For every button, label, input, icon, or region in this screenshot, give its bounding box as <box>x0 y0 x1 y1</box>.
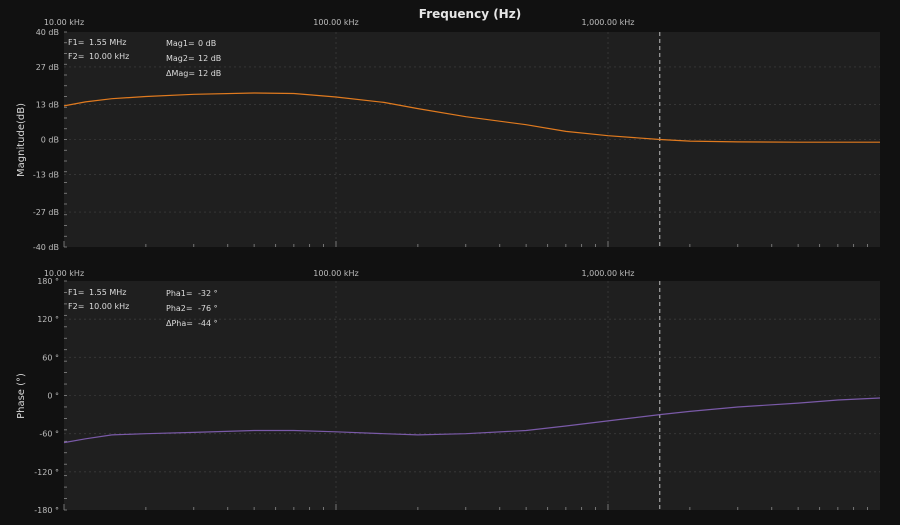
magnitude-axis-label: Magnitude(dB) <box>16 103 27 177</box>
pha-f1-value: 1.55 MHz <box>89 288 126 297</box>
y-tick-label: 40 dB <box>36 28 59 37</box>
x-tick-label: 100.00 kHz <box>313 18 358 27</box>
mag-f1-label: F1= <box>68 38 84 47</box>
y-tick-label: -13 dB <box>33 170 59 179</box>
y-tick-label: 120 ° <box>37 315 59 324</box>
magnitude-y-ticks: 40 dB 27 dB 13 dB 0 dB -13 dB -27 dB -40 dB <box>33 28 59 252</box>
y-tick-label: 0 ° <box>47 392 59 401</box>
phase-series <box>63 397 881 444</box>
y-tick-label: -60 ° <box>39 430 59 439</box>
phase-plot-area[interactable] <box>64 281 880 510</box>
mag-f2-label: F2= <box>68 52 84 61</box>
delta-pha-label: ΔPha= <box>166 319 193 328</box>
phase-y-ticks: 180 ° 120 ° 60 ° 0 ° -60 ° -120 ° -180 ° <box>34 277 59 515</box>
y-tick-label: -120 ° <box>34 468 59 477</box>
series-line <box>63 92 880 143</box>
mag2-value: 12 dB <box>198 54 221 63</box>
y-tick-label: 27 dB <box>36 63 59 72</box>
phase-x-ticks: 10.00 kHz 100.00 kHz 1,000.00 kHz <box>44 269 635 278</box>
mag-f1-value: 1.55 MHz <box>89 38 126 47</box>
series-line <box>63 397 881 444</box>
y-tick-label: 13 dB <box>36 101 59 110</box>
pha2-label: Pha2= <box>166 304 193 313</box>
y-tick-label: -40 dB <box>33 243 59 252</box>
x-tick-label: 1,000.00 kHz <box>581 18 634 27</box>
pha2-value: -76 ° <box>198 304 218 313</box>
mag1-label: Mag1= <box>166 39 195 48</box>
pha-f2-label: F2= <box>68 302 84 311</box>
pha-f1-label: F1= <box>68 288 84 297</box>
chart-title: Frequency (Hz) <box>419 7 521 21</box>
phase-panel[interactable]: 180 ° 120 ° 60 ° 0 ° -60 ° -120 ° -180 ° 10.00… <box>16 269 881 515</box>
phase-grid <box>63 280 880 511</box>
pha-f2-value: 10.00 kHz <box>89 302 129 311</box>
magnitude-series <box>63 92 880 143</box>
delta-pha-value: -44 ° <box>198 319 218 328</box>
pha1-label: Pha1= <box>166 289 193 298</box>
magnitude-x-ticks: 10.00 kHz 100.00 kHz 1,000.00 kHz <box>44 18 635 27</box>
mag-f2-value: 10.00 kHz <box>89 52 129 61</box>
magnitude-grid <box>63 31 880 248</box>
y-tick-label: -27 dB <box>33 208 59 217</box>
y-tick-label: 0 dB <box>41 136 59 145</box>
mag1-value: 0 dB <box>198 39 216 48</box>
y-tick-label: 180 ° <box>37 277 59 286</box>
magnitude-panel[interactable]: 40 dB 27 dB 13 dB 0 dB -13 dB -27 dB -40 dB 10… <box>16 18 880 252</box>
x-tick-label: 100.00 kHz <box>313 269 358 278</box>
delta-mag-value: 12 dB <box>198 69 221 78</box>
x-tick-label: 1,000.00 kHz <box>581 269 634 278</box>
magnitude-plot-area[interactable] <box>64 32 880 247</box>
pha1-value: -32 ° <box>198 289 218 298</box>
mag2-label: Mag2= <box>166 54 195 63</box>
delta-mag-label: ΔMag= <box>166 69 195 78</box>
y-tick-label: 60 ° <box>42 353 59 362</box>
y-tick-label: -180 ° <box>34 506 59 515</box>
phase-axis-label: Phase (°) <box>16 373 27 419</box>
x-tick-label: 10.00 kHz <box>44 269 84 278</box>
x-tick-label: 10.00 kHz <box>44 18 84 27</box>
